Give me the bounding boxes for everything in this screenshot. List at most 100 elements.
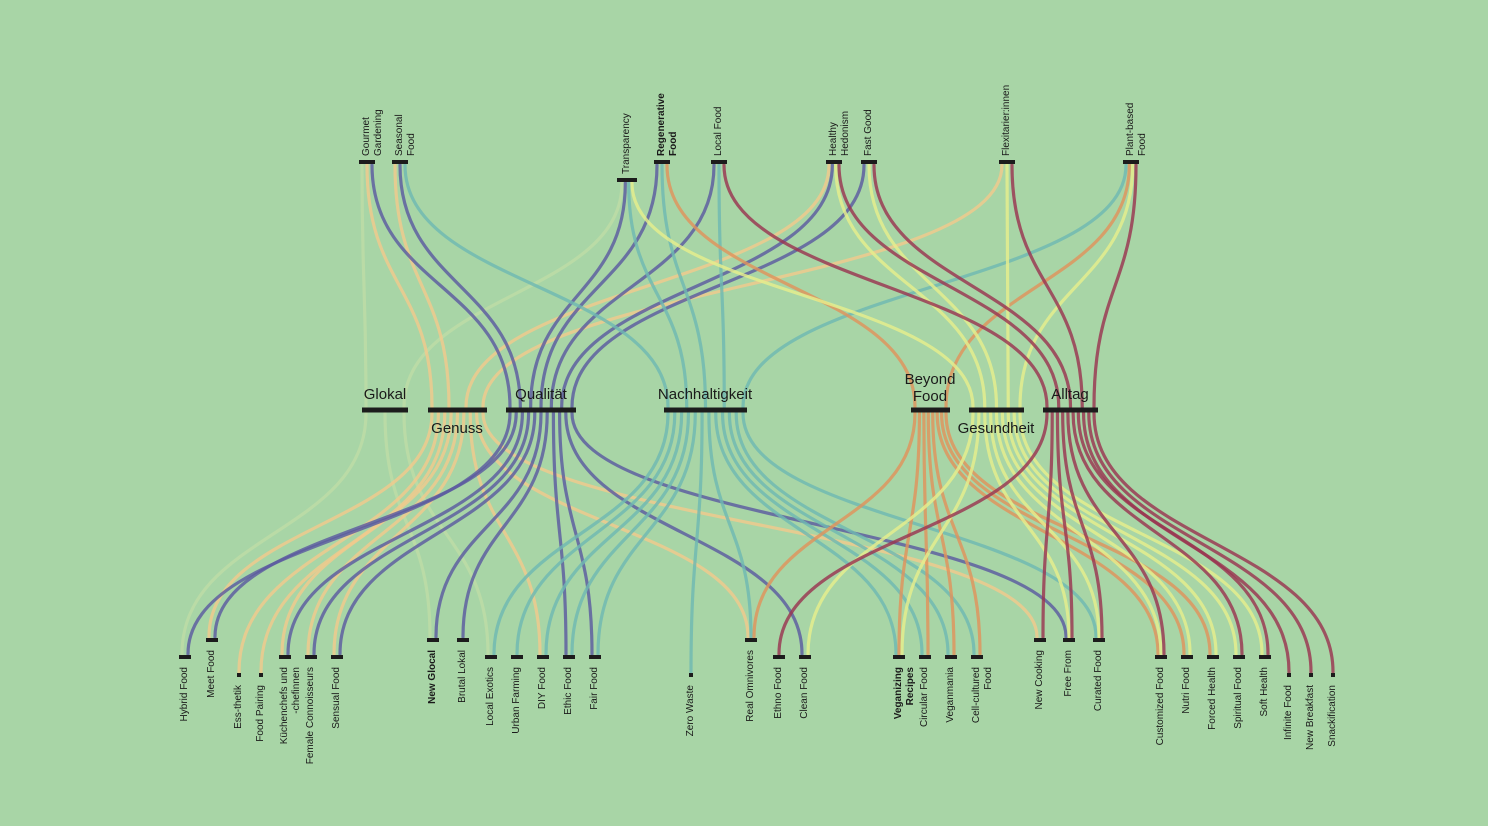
link-alltag-freefrom — [1055, 411, 1074, 639]
bottom-node-infinite — [1287, 673, 1291, 677]
category-label-nachhaltigkeit: Nachhaltigkeit — [657, 386, 753, 403]
bottom-label-female: Female Connoisseurs — [305, 667, 316, 765]
link-transparency-gesundheit — [630, 181, 975, 409]
bottom-node-circular — [919, 655, 931, 659]
link-transparency-nachhaltigkeit — [627, 181, 689, 409]
link-gourmet-glokal — [360, 163, 368, 409]
category-label-genuss: Genuss — [431, 420, 483, 437]
link-seasonal-genuss — [393, 163, 451, 409]
bottom-node-diy — [537, 655, 549, 659]
link-healthy-gesundheit — [834, 163, 987, 409]
link-nachhaltigkeit-cellcult — [734, 411, 976, 656]
category-node-nachhaltigkeit — [664, 407, 747, 413]
bottom-label-spiritual: Spiritual Food — [1233, 667, 1244, 729]
link-qualitaet-meet — [213, 411, 518, 639]
bottom-node-newcooking — [1034, 638, 1046, 642]
top-label-seasonal: Seasonal Food — [394, 114, 417, 156]
link-alltag-spiritual — [1071, 411, 1244, 656]
link-nachhaltigkeit-curated — [741, 411, 1098, 639]
link-alltag-ethno — [777, 411, 1049, 656]
link-local-nachhaltigkeit — [717, 163, 726, 409]
link-genuss-kuechen — [280, 411, 453, 656]
link-fastgood-qualitaet — [570, 163, 866, 409]
link-genuss-essthetik — [237, 411, 440, 674]
link-regenerative-beyond — [665, 163, 917, 409]
link-alltag-newcooking — [1041, 411, 1054, 639]
link-local-qualitaet — [549, 163, 716, 409]
link-local-alltag — [722, 163, 1049, 409]
top-label-transparency: Transparency — [621, 113, 632, 174]
bottom-label-freefrom: Free From — [1063, 650, 1074, 697]
link-qualitaet-kuechen — [286, 411, 524, 656]
bottom-node-clean — [799, 655, 811, 659]
bottom-label-zerowaste: Zero Waste — [685, 685, 696, 737]
link-nachhaltigkeit-fair — [596, 411, 697, 656]
link-seasonal-qualitaet — [398, 163, 522, 409]
link-nachhaltigkeit-realomni — [707, 411, 753, 639]
link-fastgood-gesundheit — [867, 163, 999, 409]
link-flexi-alltag — [1010, 163, 1084, 409]
bottom-node-vegan — [945, 655, 957, 659]
bottom-label-newglocal: New Glocal — [427, 650, 438, 704]
category-node-qualitaet — [506, 407, 576, 413]
links-group — [180, 163, 1335, 674]
link-transparency-glokal — [402, 181, 624, 409]
link-qualitaet-clean — [564, 411, 804, 656]
bottom-node-hybrid — [179, 655, 191, 659]
link-qualitaet-hybrid — [186, 411, 512, 656]
category-node-alltag — [1043, 407, 1098, 413]
bottom-label-ethno: Ethno Food — [773, 667, 784, 719]
link-gesundheit-spiritual — [1012, 411, 1238, 656]
link-qualitaet-brutal — [461, 411, 549, 639]
link-gesundheit-veganizing — [900, 411, 981, 656]
bottom-node-pairing — [259, 673, 263, 677]
bottom-node-ethno — [773, 655, 785, 659]
link-seasonal-nachhaltigkeit — [403, 163, 670, 409]
link-flexi-gesundheit — [1005, 163, 1010, 409]
bottom-label-essthetik: Ess-thetik — [233, 685, 244, 729]
category-label-glokal: Glokal — [363, 386, 407, 403]
top-node-healthy — [826, 160, 842, 164]
link-qualitaet-newglocal — [434, 411, 543, 639]
bottom-label-veganizing: Veganizing Recipes — [893, 667, 916, 720]
bottom-node-newglocal — [427, 638, 439, 642]
bottom-node-kuechen — [279, 655, 291, 659]
bottom-node-urban — [511, 655, 523, 659]
link-plant-beyond — [944, 163, 1131, 409]
link-nachhaltigkeit-exotics — [492, 411, 670, 656]
bottom-label-pairing: Food Pairing — [255, 685, 266, 742]
bottom-label-urban: Urban Farming — [511, 667, 522, 734]
bottom-node-nutri — [1181, 655, 1193, 659]
link-gesundheit-freefrom — [983, 411, 1071, 639]
top-node-transparency — [617, 178, 637, 182]
bottom-label-hybrid: Hybrid Food — [179, 667, 190, 722]
bottom-node-curated — [1093, 638, 1105, 642]
category-label-alltag: Alltag — [1051, 386, 1089, 403]
bottom-label-sensual: Sensual Food — [331, 667, 342, 729]
top-node-local — [711, 160, 727, 164]
bottom-label-curated: Curated Food — [1093, 650, 1104, 712]
bottom-label-customized: Customized Food — [1155, 667, 1166, 746]
link-alltag-infinite — [1081, 411, 1291, 674]
top-label-flexi: Flexitarier:innen — [1001, 84, 1012, 156]
bottom-label-kuechen: Küchenchefs und -chefinnen — [279, 667, 302, 745]
top-node-fastgood — [861, 160, 877, 164]
link-alltag-curated — [1061, 411, 1104, 639]
link-fastgood-alltag — [872, 163, 1073, 409]
bottom-node-softhealth — [1259, 655, 1271, 659]
top-label-fastgood: Fast Good — [863, 109, 874, 156]
top-node-seasonal — [392, 160, 408, 164]
top-label-local: Local Food — [713, 106, 724, 156]
link-genuss-sensual — [332, 411, 466, 656]
link-genuss-diy — [468, 411, 542, 656]
top-label-regenerative: Regenerative Food — [656, 93, 679, 156]
top-node-flexi — [999, 160, 1015, 164]
bottom-label-brutal: Brutal Lokal — [457, 650, 468, 703]
bottom-label-softhealth: Soft Health — [1259, 667, 1270, 717]
top-node-plant — [1123, 160, 1139, 164]
category-node-genuss — [428, 407, 487, 413]
link-beyond-circular — [922, 411, 930, 656]
bottom-label-circular: Circular Food — [919, 667, 930, 728]
link-qualitaet-sensual — [338, 411, 537, 656]
